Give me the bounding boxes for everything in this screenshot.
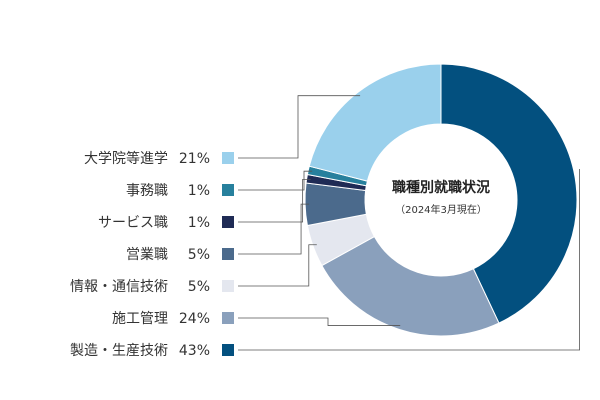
- donut-slice-0: [440, 63, 578, 324]
- legend-value: 1%: [188, 183, 210, 199]
- legend-value: 43%: [179, 343, 210, 359]
- donut-slice-6: [308, 63, 442, 182]
- legend-swatch: [222, 152, 234, 164]
- chart-subtitle: （2024年3月現在）: [395, 203, 487, 216]
- legend-value: 5%: [188, 279, 210, 295]
- legend-label: 製造・生産技術: [70, 343, 168, 359]
- leader-line: [238, 170, 313, 191]
- leader-lines: [238, 95, 580, 351]
- legend-label: 施工管理: [112, 311, 168, 327]
- donut-slice-1: [321, 235, 500, 337]
- leader-line: [238, 244, 317, 287]
- legend-value: 21%: [179, 151, 210, 167]
- legend-label: 情報・通信技術: [70, 279, 168, 295]
- legend-label: 大学院等進学: [84, 150, 168, 167]
- legend-swatch: [222, 344, 234, 356]
- legend-swatch: [222, 312, 234, 324]
- chart-title: 職種別就職状況: [392, 179, 490, 196]
- leader-line: [238, 317, 401, 326]
- legend-value: 5%: [188, 247, 210, 263]
- legend: 大学院等進学 21% 事務職 1% サービス職 1% 営業職 5% 情報・通信技術 5% 施工管理 2…: [70, 150, 234, 359]
- legend-label: 事務職: [126, 183, 168, 199]
- legend-swatch: [222, 216, 234, 228]
- legend-swatch: [222, 248, 234, 260]
- leader-line: [238, 95, 361, 159]
- leader-line: [238, 178, 311, 223]
- leader-line: [238, 169, 580, 351]
- legend-swatch: [222, 280, 234, 292]
- legend-label: 営業職: [126, 247, 168, 263]
- legend-value: 24%: [179, 311, 210, 327]
- donut-slices: [304, 63, 578, 337]
- legend-label: サービス職: [98, 215, 168, 231]
- legend-swatch: [222, 184, 234, 196]
- leader-line: [238, 203, 310, 255]
- legend-value: 1%: [188, 215, 210, 231]
